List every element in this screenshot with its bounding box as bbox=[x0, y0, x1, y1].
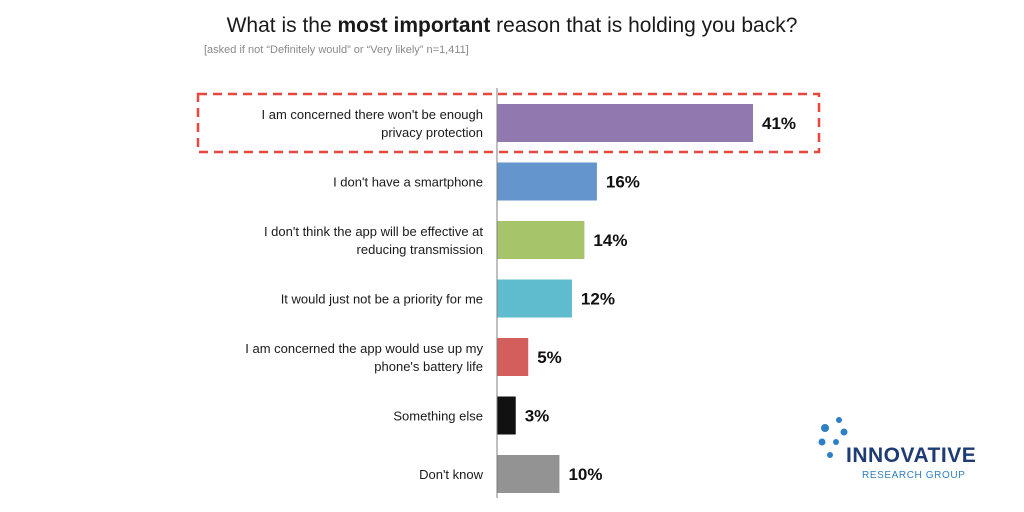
bar bbox=[497, 162, 597, 201]
category-label: I am concerned there won't be enough priv… bbox=[262, 107, 483, 140]
category-label: It would just not be a priority for me bbox=[281, 292, 483, 307]
category-label: Don't know bbox=[419, 467, 484, 482]
bar bbox=[497, 279, 572, 318]
logo-dots-icon bbox=[818, 417, 848, 458]
category-label: I am concerned the app would use up my ph… bbox=[245, 341, 483, 374]
chart-title: What is the most important reason that i… bbox=[0, 14, 1024, 38]
highlight-box bbox=[196, 92, 821, 154]
bar bbox=[497, 338, 529, 376]
value-label: 14% bbox=[593, 231, 627, 250]
bar bbox=[497, 104, 753, 142]
title-suffix: reason that is holding you back? bbox=[490, 14, 798, 37]
company-logo: INNOVATIVE RESEARCH GROUP bbox=[812, 414, 992, 494]
value-label: 10% bbox=[568, 465, 602, 484]
bar bbox=[497, 455, 560, 493]
logo-subtitle: RESEARCH GROUP bbox=[862, 470, 966, 481]
bar bbox=[497, 221, 585, 259]
value-label: 16% bbox=[606, 173, 640, 192]
category-label: I don't have a smartphone bbox=[333, 175, 483, 190]
logo-name: INNOVATIVE bbox=[846, 444, 977, 467]
title-emphasis: most important bbox=[337, 14, 491, 37]
value-label: 3% bbox=[525, 407, 550, 426]
chart-subtitle: [asked if not “Definitely would” or “Ver… bbox=[204, 44, 469, 56]
category-label: I don't think the app will be effective … bbox=[264, 224, 483, 257]
bar bbox=[497, 396, 516, 435]
value-label: 12% bbox=[581, 290, 615, 309]
value-label: 5% bbox=[537, 348, 562, 367]
category-label: Something else bbox=[393, 409, 483, 424]
title-prefix: What is the bbox=[226, 14, 338, 37]
value-label: 41% bbox=[762, 114, 796, 133]
